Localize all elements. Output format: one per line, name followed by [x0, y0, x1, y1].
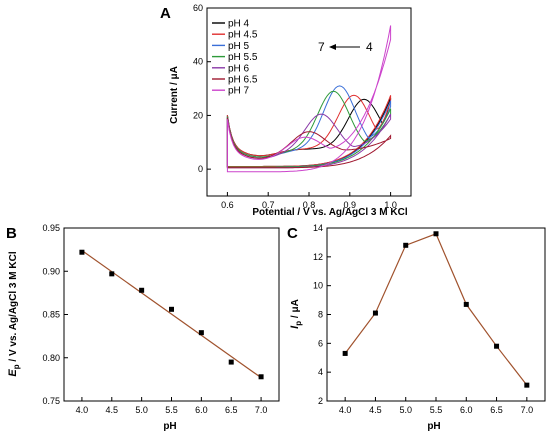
- ep-fit-line: [81, 250, 262, 379]
- ip-x-tick-label: 5.0: [399, 405, 412, 415]
- ip-data-point: [463, 301, 469, 307]
- ep-data-point: [258, 374, 264, 380]
- ep-y-axis-title-rest: / V vs. Ag/AgCl 3 M KCl: [8, 251, 19, 364]
- legend-label: pH 5: [228, 41, 250, 52]
- cv-axis-ticks: 0.6 0.7 0.8 0.9 1.0 0 20 40 60: [193, 3, 397, 210]
- ip-data-point: [524, 382, 530, 388]
- ep-x-tick-label: 4.5: [106, 405, 119, 415]
- legend-label: pH 4: [228, 19, 250, 30]
- ip-y-axis-title-sub: p: [294, 321, 303, 326]
- ph-shift-annotation: 7 4: [318, 40, 373, 54]
- ep-data-point: [139, 287, 145, 293]
- ep-y-tick-label: 0.90: [42, 266, 60, 276]
- ip-y-axis-title: Ip / μA: [289, 299, 303, 329]
- ip-y-tick-label: 2: [318, 396, 323, 406]
- ep-y-tick-label: 0.85: [42, 310, 60, 320]
- ip-data-point: [372, 310, 378, 316]
- panel-label-a: A: [160, 5, 171, 22]
- cv-legend: pH 4pH 4.5pH 5pH 5.5pH 6pH 6.5pH 7: [212, 19, 258, 97]
- cv-curves: [226, 25, 392, 173]
- ep-data-point: [79, 249, 85, 255]
- ip-data-point: [342, 350, 348, 356]
- ip-data-point: [494, 343, 500, 349]
- ip-y-tick-label: 8: [318, 310, 323, 320]
- ep-points: [79, 249, 264, 380]
- cv-y-tick-label: 20: [193, 110, 203, 120]
- cv-curve-series: [226, 25, 392, 173]
- cv-y-tick-label: 40: [193, 57, 203, 67]
- legend-label: pH 6: [228, 63, 250, 74]
- ip-x-tick-label: 7.0: [521, 405, 534, 415]
- ip-x-tick-label: 4.5: [369, 405, 382, 415]
- ip-y-tick-label: 12: [313, 252, 323, 262]
- ep-data-point: [109, 271, 115, 277]
- ip-line-path: [344, 233, 528, 386]
- ip-y-tick-label: 10: [313, 281, 323, 291]
- ep-axis-ticks: 4.0 4.5 5.0 5.5 6.0 6.5 7.0 0.75 0.80 0.85 0.90 0.9…: [42, 223, 267, 415]
- cv-x-tick-label: 0.9: [344, 200, 357, 210]
- ep-y-axis-title-sub: p: [12, 364, 21, 369]
- ep-x-tick-label: 6.5: [225, 405, 238, 415]
- ep-x-tick-label: 6.0: [195, 405, 208, 415]
- ep-data-point: [198, 330, 204, 336]
- ep-x-tick-label: 4.0: [76, 405, 89, 415]
- ip-points: [342, 231, 530, 388]
- cv-y-axis-title: Current / μA: [169, 66, 180, 124]
- ep-y-tick-label: 0.75: [42, 396, 60, 406]
- ep-x-tick-label: 5.0: [135, 405, 148, 415]
- annotation-arrow-head: [329, 44, 336, 50]
- cv-y-tick-label: 0: [198, 164, 203, 174]
- cv-y-tick-label: 60: [193, 3, 203, 13]
- legend-label: pH 4.5: [228, 30, 258, 41]
- ep-x-tick-label: 5.5: [165, 405, 178, 415]
- ip-plot-frame: [326, 227, 546, 402]
- ep-y-axis-title-main: E: [7, 369, 19, 377]
- ip-x-axis-title: pH: [427, 421, 440, 432]
- ip-y-tick-label: 4: [318, 367, 323, 377]
- ep-chart: 4.0 4.5 5.0 5.5 6.0 6.5 7.0 0.75 0.80 0.85 0.90 0.9…: [7, 223, 280, 432]
- cv-x-tick-label: 0.7: [262, 200, 275, 210]
- ep-data-point: [228, 359, 234, 365]
- ep-x-tick-label: 7.0: [255, 405, 268, 415]
- ip-y-tick-label: 14: [313, 223, 323, 233]
- annotation-right-label: 4: [366, 40, 373, 54]
- ip-x-tick-label: 6.5: [490, 405, 503, 415]
- ip-x-tick-label: 6.0: [460, 405, 473, 415]
- legend-label: pH 5.5: [228, 52, 258, 63]
- legend-label: pH 7: [228, 86, 250, 97]
- ip-chart: 4.0 4.5 5.0 5.5 6.0 6.5 7.0 2 4 6 8 10 12 14 pH Ip / …: [289, 223, 546, 432]
- cv-x-axis-title: Potential / V vs. Ag/AgCl 3 M KCl: [252, 207, 407, 218]
- ip-y-axis-title-rest: / μA: [290, 299, 301, 321]
- ip-y-axis-title-main: I: [289, 325, 301, 329]
- ip-x-tick-label: 5.5: [430, 405, 443, 415]
- panel-label-c: C: [287, 225, 298, 242]
- annotation-left-label: 7: [318, 40, 325, 54]
- cv-x-tick-label: 0.6: [221, 200, 234, 210]
- panel-label-b: B: [6, 225, 17, 242]
- ep-y-axis-title: Ep / V vs. Ag/AgCl 3 M KCl: [7, 251, 21, 376]
- ep-data-point: [169, 306, 174, 312]
- legend-label: pH 6.5: [228, 75, 258, 86]
- cv-x-tick-label: 0.8: [303, 200, 316, 210]
- ep-fit-line-path: [81, 250, 262, 379]
- ip-axis-ticks: 4.0 4.5 5.0 5.5 6.0 6.5 7.0 2 4 6 8 10 12 14: [313, 223, 533, 415]
- ip-connecting-line: [344, 233, 528, 386]
- ep-y-tick-label: 0.95: [42, 223, 60, 233]
- ip-data-point: [403, 242, 409, 248]
- ip-x-tick-label: 4.0: [339, 405, 352, 415]
- cv-x-tick-label: 1.0: [384, 200, 397, 210]
- ep-x-axis-title: pH: [163, 421, 176, 432]
- ip-y-tick-label: 6: [318, 338, 323, 348]
- ep-y-tick-label: 0.80: [42, 353, 60, 363]
- ip-data-point: [433, 231, 439, 237]
